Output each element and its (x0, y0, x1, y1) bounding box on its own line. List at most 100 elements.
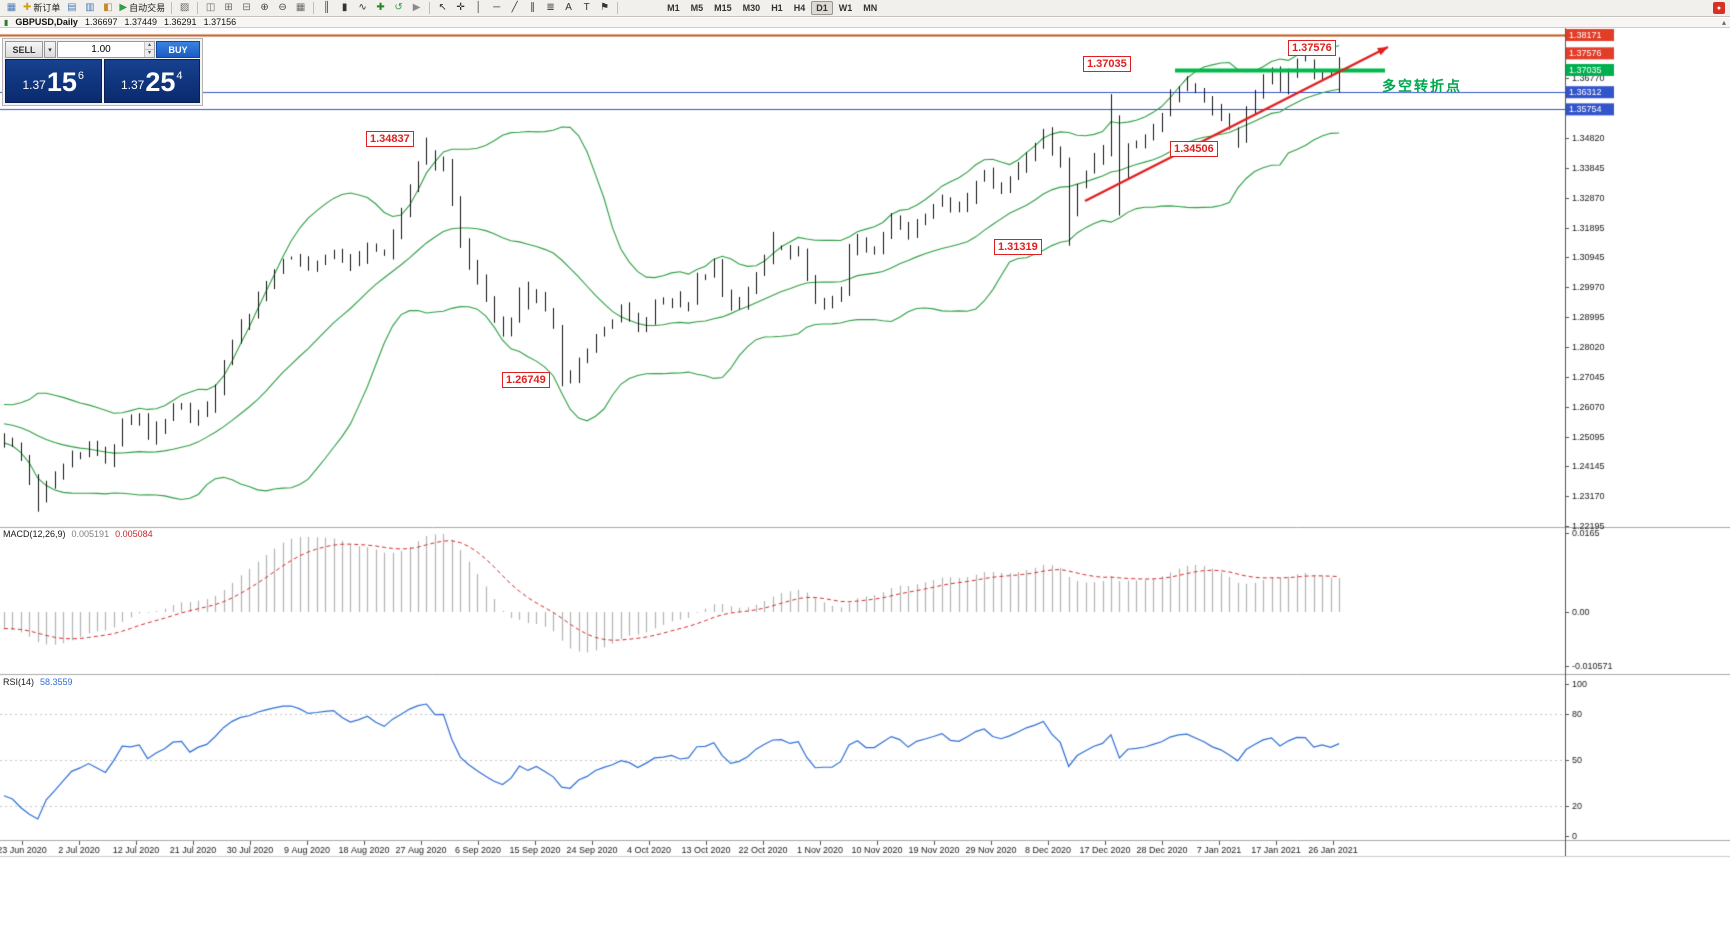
candlestick-chart-icon-glyph: ▮ (341, 2, 348, 13)
new-order-button-label: 新订单 (33, 3, 61, 13)
auto-scroll-icon-glyph: ↺ (394, 2, 403, 13)
cascade-windows-icon[interactable]: ◫ (202, 1, 219, 16)
sell-price-prefix: 1.37 (22, 78, 46, 92)
arrows-icon[interactable]: ⚑ (596, 1, 613, 16)
auto-scroll-icon[interactable]: ↺ (390, 1, 407, 16)
navigator-icon[interactable]: ◧ (99, 1, 116, 16)
horizontal-line-icon[interactable]: ─ (488, 1, 505, 16)
cursor-icon-glyph: ↖ (438, 2, 447, 13)
period-button-m15[interactable]: M15 (714, 3, 732, 13)
indicators-icon-glyph: ✚ (376, 2, 385, 13)
tile-windows-icon[interactable]: ⊞ (220, 1, 237, 16)
label-icon-glyph: T (583, 2, 590, 13)
volume-box: ▴ ▾ (57, 41, 155, 58)
label-icon[interactable]: T (578, 1, 595, 16)
horizontal-line-icon-glyph: ─ (493, 2, 501, 13)
trendline-icon[interactable]: ╱ (506, 1, 523, 16)
period-button-h4[interactable]: H4 (793, 3, 806, 13)
vertical-line-icon-glyph: │ (475, 2, 482, 13)
profiles-icon[interactable]: ▨ (176, 1, 193, 16)
main-toolbar: ▦ ✚ 新订单 ▤ ▥ ◧ ▶ 自动交易 ▨ ◫ ⊞ ⊟ ⊕ ⊖ ▦ ║ ▮ ∿ ✚ ↺ ▶ ↖ ✛ │ ─ ╱ ∥ ≣ A T ⚑ M1 M… (0, 0, 1730, 17)
period-button-m5[interactable]: M5 (690, 3, 704, 13)
autotrading-glyph: ▶ (119, 2, 128, 13)
grid-icon[interactable]: ▦ (292, 1, 309, 16)
buy-price-point: 4 (176, 70, 183, 82)
volume-input[interactable] (58, 42, 145, 57)
crosshair-icon[interactable]: ✛ (452, 1, 469, 16)
period-button-mn[interactable]: MN (863, 3, 878, 13)
line-chart-icon[interactable]: ∿ (354, 1, 371, 16)
arrange-windows-icon[interactable]: ⊟ (238, 1, 255, 16)
toolbar-separator (429, 2, 431, 14)
chart-info-bar: ▮ GBPUSD,Daily 1.36697 1.37449 1.36291 1… (0, 18, 1730, 28)
zoom-out-icon[interactable]: ⊖ (274, 1, 291, 16)
channel-icon[interactable]: ∥ (524, 1, 541, 16)
arrows-icon-glyph: ⚑ (600, 2, 610, 13)
indicators-icon[interactable]: ✚ (372, 1, 389, 16)
buy-price-panel[interactable]: 1.37 25 4 (103, 59, 200, 103)
line-chart-icon-glyph: ∿ (358, 2, 367, 13)
text-icon-glyph: A (565, 2, 572, 13)
sell-price-pips: 15 (46, 67, 77, 97)
period-button-d1[interactable]: D1 (811, 1, 833, 15)
ohlc-high: 1.37449 (124, 17, 158, 27)
navigator-icon-glyph: ◧ (103, 2, 113, 13)
vertical-line-icon[interactable]: │ (470, 1, 487, 16)
macd-signal-value: 0.005084 (115, 529, 153, 539)
bar-chart-icon-glyph: ║ (323, 2, 331, 13)
volume-stepper: ▴ ▾ (144, 42, 154, 57)
scroll-up-icon[interactable]: ▴ (1721, 18, 1726, 27)
data-window-icon[interactable]: ▥ (81, 1, 98, 16)
zoom-in-icon-glyph: ⊕ (260, 2, 269, 13)
period-button-w1[interactable]: W1 (838, 3, 853, 13)
toolbar-separator (313, 2, 315, 14)
new-order-glyph: ✚ (23, 2, 32, 13)
ohlc-close: 1.37156 (203, 17, 237, 27)
notifications-icon[interactable]: ● (1713, 2, 1725, 14)
bar-chart-icon[interactable]: ║ (318, 1, 335, 16)
toolbar-separator (171, 2, 173, 14)
rsi-name: RSI(14) (3, 677, 35, 687)
fibonacci-icon-glyph: ≣ (546, 2, 555, 13)
sell-price-point: 6 (77, 70, 85, 82)
volume-down-icon[interactable]: ▾ (145, 50, 154, 57)
text-icon[interactable]: A (560, 1, 577, 16)
sell-price-panel[interactable]: 1.37 15 6 (5, 59, 102, 103)
new-chart-icon[interactable]: ▦ (3, 1, 20, 16)
candlestick-chart-icon[interactable]: ▮ (336, 1, 353, 16)
rsi-value: 58.3559 (40, 677, 73, 687)
chart-tab-icon: ▮ (4, 18, 9, 27)
sell-button[interactable]: SELL (5, 41, 43, 58)
channel-icon-glyph: ∥ (530, 2, 536, 13)
fibonacci-icon[interactable]: ≣ (542, 1, 559, 16)
zoom-out-icon-glyph: ⊖ (278, 2, 287, 13)
market-watch-icon-glyph: ▤ (67, 2, 77, 13)
grid-icon-glyph: ▦ (295, 2, 306, 13)
rsi-indicator-label: RSI(14) 58.3559 (3, 677, 73, 687)
period-button-h1[interactable]: H1 (771, 3, 783, 13)
chart-shift-icon-glyph: ▶ (412, 2, 421, 13)
autotrading-button[interactable]: ▶ 自动交易 (117, 1, 167, 16)
ohlc-open: 1.36697 (84, 17, 118, 27)
new-chart-icon-glyph: ▦ (6, 2, 17, 13)
buy-price-pips: 25 (145, 67, 176, 97)
period-button-m1[interactable]: M1 (667, 3, 680, 13)
timeframe-buttons: M1 M5 M15 M30 H1 H4 D1 W1 MN (662, 1, 882, 15)
ohlc-low: 1.36291 (164, 17, 197, 27)
toolbar-separator (197, 2, 199, 14)
profiles-icon-glyph: ▨ (179, 2, 190, 13)
period-button-m30[interactable]: M30 (742, 3, 761, 13)
trendline-icon-glyph: ╱ (511, 2, 518, 13)
zoom-in-icon[interactable]: ⊕ (256, 1, 273, 16)
buy-price-prefix: 1.37 (120, 78, 145, 92)
macd-main-value: 0.005191 (71, 529, 110, 539)
cursor-icon[interactable]: ↖ (434, 1, 451, 16)
arrange-windows-icon-glyph: ⊟ (242, 2, 251, 13)
sell-dropdown-icon[interactable]: ▾ (44, 41, 56, 58)
market-watch-icon[interactable]: ▤ (63, 1, 80, 16)
chart-shift-icon[interactable]: ▶ (408, 1, 425, 16)
new-order-button[interactable]: ✚ 新订单 (21, 1, 62, 16)
buy-button[interactable]: BUY (156, 41, 200, 58)
volume-up-icon[interactable]: ▴ (145, 42, 154, 50)
